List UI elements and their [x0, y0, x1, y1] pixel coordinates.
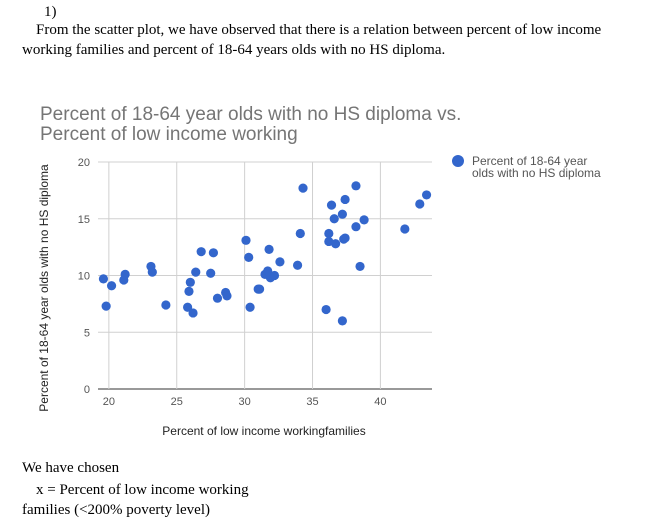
data-point [292, 260, 303, 270]
data-point [212, 293, 223, 303]
data-point [188, 308, 198, 318]
data-point [340, 233, 350, 243]
data-point [183, 302, 193, 312]
legend-label-line-1: Percent of 18-64 year [472, 154, 587, 168]
data-point [324, 228, 334, 239]
legend-label-line-2: olds with no HS diploma [472, 166, 601, 180]
data-point [351, 222, 361, 232]
data-point [321, 304, 331, 315]
chosen-text: We have chosen [22, 460, 120, 476]
data-point [206, 268, 216, 278]
x-axis-label: Percent of low income workingfamilies [162, 424, 365, 438]
data-point [98, 274, 109, 284]
data-point [106, 281, 117, 291]
data-point [359, 215, 369, 225]
intro-paragraph: From the scatter plot, we have observed … [22, 20, 652, 60]
data-point [275, 257, 285, 267]
data-point [298, 183, 308, 193]
data-point [421, 190, 432, 200]
data-point [340, 194, 350, 205]
data-point [101, 301, 111, 311]
data-point [295, 228, 305, 239]
data-point [245, 302, 255, 312]
y-tick-label: 15 [78, 214, 90, 226]
data-point [415, 199, 425, 209]
y-tick-label: 20 [78, 157, 90, 169]
data-point [120, 269, 130, 279]
intro-line-2: working families and percent of 18-64 ye… [22, 42, 446, 58]
data-point [331, 239, 341, 249]
x-tick-label: 30 [239, 396, 251, 408]
data-point [254, 284, 265, 294]
data-point [185, 277, 195, 287]
chart-title-line-2: Percent of low income working [40, 124, 298, 145]
data-point [196, 247, 206, 257]
data-point [351, 181, 361, 191]
intro-line-1: From the scatter plot, we have observed … [36, 22, 602, 38]
data-point [337, 316, 347, 326]
data-point [241, 235, 251, 245]
data-point [208, 248, 219, 258]
x-tick-label: 35 [306, 396, 318, 408]
x-definition-line-1: x = Percent of low income working [36, 482, 249, 498]
legend-marker [452, 155, 464, 167]
data-point [355, 261, 365, 272]
data-point [184, 286, 194, 296]
question-number: 1) [44, 4, 57, 20]
data-point [147, 267, 157, 277]
legend: Percent of 18-64 year olds with no HS di… [452, 154, 601, 180]
x-tick-label: 20 [103, 396, 115, 408]
data-point [329, 214, 339, 224]
data-point [400, 224, 410, 234]
legend-label: Percent of 18-64 year olds with no HS di… [472, 154, 601, 180]
data-point [326, 200, 337, 210]
y-tick-label: 0 [84, 384, 90, 396]
x-definition-line-2: families (<200% poverty level) [22, 502, 210, 518]
chart-title-line-1: Percent of 18-64 year olds with no HS di… [40, 104, 461, 125]
data-point [337, 209, 347, 219]
y-tick-label: 10 [78, 271, 90, 283]
x-tick-labels: 20 25 30 35 40 [103, 396, 387, 408]
x-tick-label: 25 [171, 396, 183, 408]
data-point [244, 252, 254, 262]
data-points [98, 181, 432, 326]
data-point [191, 267, 201, 277]
y-tick-label: 5 [84, 327, 90, 339]
y-axis-label: Percent of 18-64 year olds with no HS di… [37, 164, 51, 412]
data-point [161, 300, 171, 310]
data-point [269, 270, 280, 281]
data-point [222, 291, 232, 301]
y-tick-labels: 0 5 10 15 20 [78, 157, 90, 396]
x-tick-label: 40 [374, 396, 386, 408]
scatter-chart: Percent of 18-64 year olds with no HS di… [37, 104, 601, 438]
data-point [264, 244, 274, 254]
